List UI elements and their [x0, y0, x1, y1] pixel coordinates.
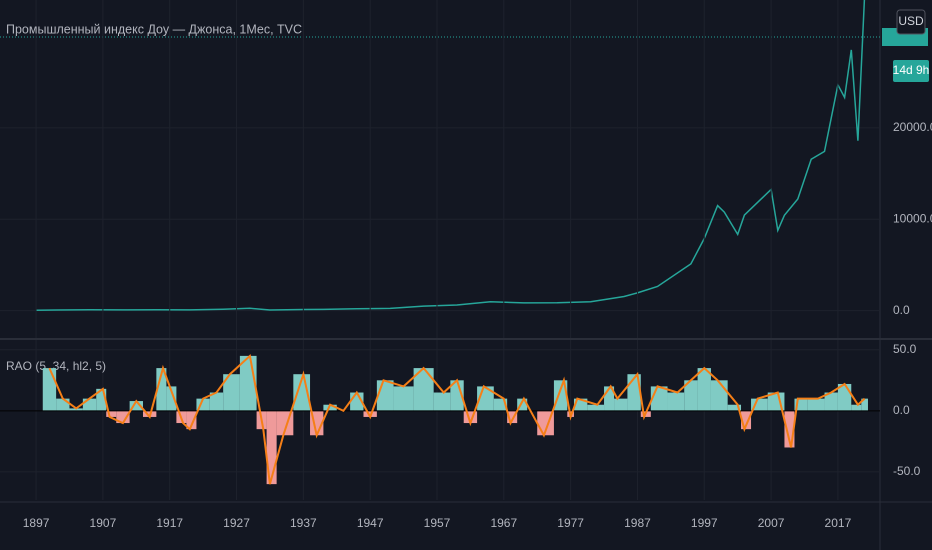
currency[interactable]: USD	[898, 14, 924, 28]
histogram-bar	[650, 386, 668, 411]
histogram-bar	[751, 398, 768, 411]
histogram-bar	[186, 410, 197, 430]
x-tick-label: 2017	[825, 516, 852, 530]
histogram-bar	[82, 398, 97, 411]
x-tick-label: 1987	[624, 516, 651, 530]
y-tick-label: 20000.0	[893, 120, 932, 134]
histogram-bar	[697, 368, 711, 411]
histogram-bar	[517, 398, 528, 411]
histogram-bar	[824, 392, 838, 411]
y-tick-label: 10000.0	[893, 211, 932, 225]
x-tick-label: 1977	[557, 516, 584, 530]
histogram-bar	[156, 368, 167, 411]
histogram-bar	[376, 380, 394, 411]
histogram-bar	[166, 386, 177, 411]
x-tick-label: 1967	[490, 516, 517, 530]
histogram-bar	[710, 380, 728, 411]
y-tick-label: -50.0	[893, 464, 921, 478]
y-tick-label: 0.0	[893, 403, 910, 417]
histogram-bar	[741, 410, 752, 430]
histogram-bar	[587, 404, 605, 411]
x-tick-label: 1897	[23, 516, 50, 530]
histogram-bar	[667, 392, 685, 411]
histogram-bar	[56, 398, 70, 411]
histogram-bar	[604, 386, 615, 411]
currency-button[interactable]	[896, 9, 926, 35]
histogram-bar	[363, 410, 377, 417]
chart-title: Промышленный индекс Доу — Джонса, 1Мес, …	[6, 22, 302, 36]
x-tick-label: 1997	[691, 516, 718, 530]
countdown-tag	[893, 60, 929, 82]
histogram-bar	[861, 398, 868, 411]
histogram-bar	[266, 410, 277, 485]
histogram-bar	[96, 388, 107, 411]
histogram-bar	[553, 380, 568, 411]
histogram-bar	[129, 401, 143, 411]
histogram-bar	[684, 380, 698, 411]
histogram-bar	[42, 368, 57, 411]
countdown: 14d 9h	[893, 63, 930, 77]
x-tick-label: 1947	[357, 516, 384, 530]
x-tick-label: 1917	[156, 516, 183, 530]
histogram-bar	[784, 410, 795, 448]
indicator-title: RAO (5, 34, hl2, 5)	[6, 359, 106, 373]
histogram-bar	[614, 398, 628, 411]
histogram-bar	[507, 410, 518, 424]
histogram-bar	[573, 398, 588, 411]
histogram-bar	[433, 392, 451, 411]
histogram-bar	[393, 386, 414, 411]
histogram-bar	[209, 392, 224, 411]
x-tick-label: 2007	[758, 516, 785, 530]
x-tick-label: 1907	[90, 516, 117, 530]
histogram-bar	[323, 404, 337, 411]
histogram-bar	[116, 410, 130, 424]
x-tick-label: 1927	[223, 516, 250, 530]
signal-line	[48, 353, 866, 485]
histogram-bar	[851, 404, 862, 411]
histogram-bar	[727, 404, 742, 411]
x-tick-label: 1957	[424, 516, 451, 530]
y-tick-label: 50.0	[893, 342, 917, 356]
x-tick-label: 1937	[290, 516, 317, 530]
y-tick-label: 0.0	[893, 303, 910, 317]
histogram-bar	[413, 368, 434, 411]
price-line	[36, 0, 866, 311]
histogram-bar	[807, 398, 825, 411]
histogram-bar	[106, 410, 117, 417]
histogram-bar	[223, 374, 240, 411]
